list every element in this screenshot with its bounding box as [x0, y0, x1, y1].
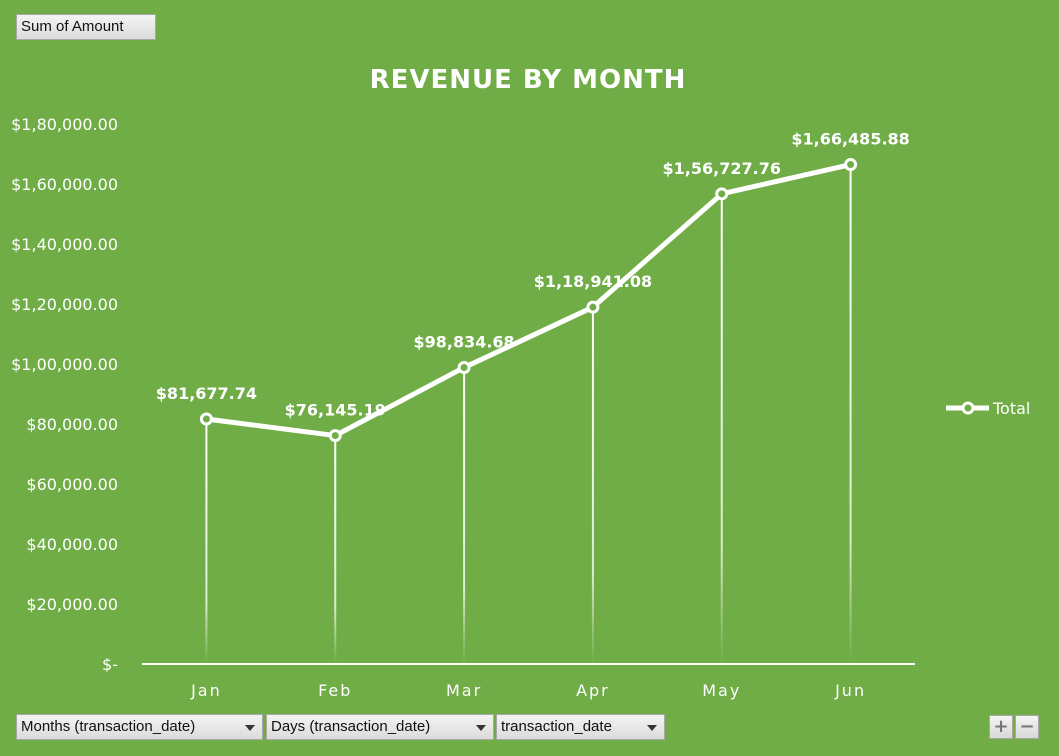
x-tick-label: May	[702, 681, 741, 700]
y-tick-label: $1,40,000.00	[11, 235, 118, 254]
data-point	[199, 412, 213, 426]
data-label: $76,145.19	[285, 401, 386, 420]
data-labels: $81,677.74 $76,145.19 $98,834.68 $1,18,941.…	[156, 130, 910, 420]
y-tick-label: $-	[102, 655, 118, 674]
drop-line	[205, 418, 208, 664]
legend-label-total: Total	[992, 399, 1030, 418]
x-axis-tick-labels: Jan Feb Mar Apr May Jun	[190, 681, 866, 700]
data-label: $81,677.74	[156, 384, 257, 403]
expand-field-button[interactable]: +	[989, 715, 1013, 739]
y-tick-label: $1,60,000.00	[11, 175, 118, 194]
collapse-field-button[interactable]: −	[1015, 715, 1039, 739]
x-tick-label: Jan	[190, 681, 222, 700]
data-point-markers	[199, 158, 858, 443]
series-line-total	[203, 162, 854, 439]
y-tick-label: $1,00,000.00	[11, 355, 118, 374]
months-transaction-date-field-button[interactable]: Months (transaction_date)	[16, 714, 263, 740]
x-tick-label: Feb	[318, 681, 352, 700]
y-tick-label: $60,000.00	[26, 475, 118, 494]
data-label: $1,56,727.76	[663, 159, 781, 178]
drop-line	[591, 307, 594, 664]
chart-title: REVENUE BY MONTH	[370, 65, 687, 95]
legend: Total	[946, 399, 1030, 418]
data-point	[328, 429, 342, 443]
chevron-down-icon	[245, 725, 255, 731]
data-point	[586, 300, 600, 314]
drop-line	[463, 367, 466, 664]
sum-of-amount-label: Sum of Amount	[21, 18, 124, 35]
y-tick-label: $40,000.00	[26, 535, 118, 554]
drop-line	[849, 164, 852, 664]
data-point	[457, 360, 471, 374]
drop-lines	[205, 164, 852, 665]
drop-line	[334, 435, 337, 664]
x-tick-label: Jun	[834, 681, 866, 700]
data-label: $1,66,485.88	[791, 130, 909, 149]
y-tick-label: $1,20,000.00	[11, 295, 118, 314]
transaction-date-field-button[interactable]: transaction_date	[496, 714, 665, 740]
days-transaction-date-field-button[interactable]: Days (transaction_date)	[266, 714, 494, 740]
days-field-label: Days (transaction_date)	[271, 718, 431, 735]
y-tick-label: $20,000.00	[26, 595, 118, 614]
data-label: $98,834.68	[413, 332, 514, 351]
data-label: $1,18,941.08	[534, 272, 652, 291]
months-field-label: Months (transaction_date)	[21, 718, 196, 735]
x-tick-label: Apr	[576, 681, 610, 700]
y-axis-tick-labels: $- $20,000.00 $40,000.00 $60,000.00 $80,000.…	[11, 115, 118, 674]
chevron-down-icon	[476, 725, 486, 731]
data-point	[715, 187, 729, 201]
drop-line	[720, 193, 723, 665]
chevron-down-icon	[647, 725, 657, 731]
y-tick-label: $80,000.00	[26, 415, 118, 434]
sum-of-amount-field-button[interactable]: Sum of Amount	[16, 14, 156, 40]
data-point	[844, 158, 858, 172]
y-tick-label: $1,80,000.00	[11, 115, 118, 134]
x-tick-label: Mar	[446, 681, 482, 700]
transaction-date-field-label: transaction_date	[501, 718, 612, 735]
legend-marker-swatch	[961, 401, 975, 415]
